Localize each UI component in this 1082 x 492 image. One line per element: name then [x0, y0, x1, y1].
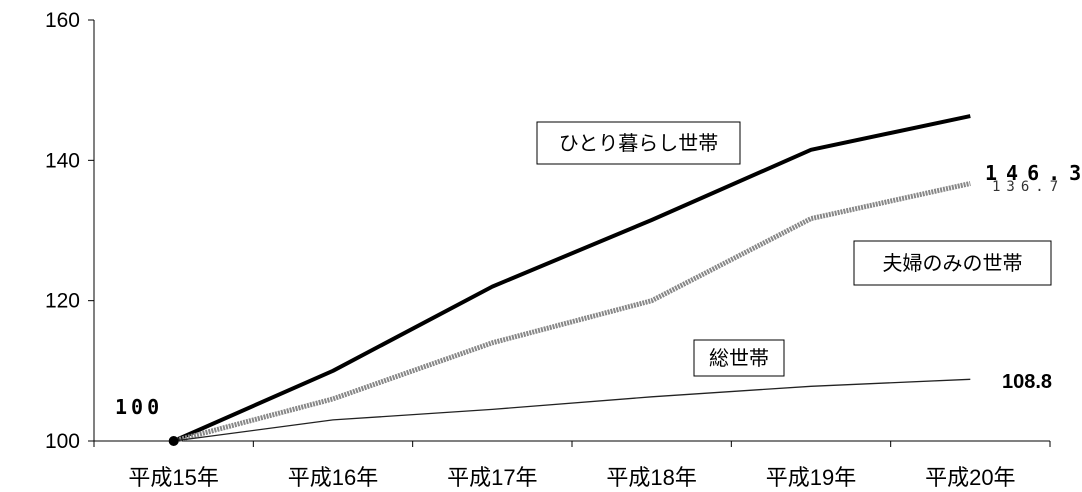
data-label: 100	[115, 395, 163, 419]
data-label: 136.7	[992, 179, 1064, 195]
series-label-box	[536, 121, 741, 165]
y-tick-label: 160	[45, 9, 80, 32]
x-tick-label: 平成20年	[925, 465, 1015, 490]
series-line	[173, 378, 971, 442]
x-tick-label: 平成15年	[128, 465, 218, 490]
y-tick-label: 140	[45, 149, 80, 172]
data-label: 146.3	[985, 161, 1082, 185]
series-label: 夫婦のみの世帯	[883, 252, 1023, 275]
series-label: ひとり暮らし世帯	[559, 132, 718, 155]
series-point	[168, 436, 179, 446]
series-label: 総世帯	[709, 347, 769, 370]
series-line	[173, 181, 971, 444]
series-label-box	[853, 240, 1052, 286]
x-tick-label: 平成17年	[447, 465, 537, 490]
y-tick-label: 120	[45, 290, 80, 313]
series-line	[172, 114, 971, 443]
x-tick-label: 平成16年	[288, 465, 378, 490]
data-label: 108.8	[1002, 371, 1052, 393]
y-ticks: 100 120 140 160	[45, 9, 94, 453]
x-tick-label: 平成18年	[606, 465, 696, 490]
series-lines	[168, 114, 971, 446]
x-tick-label: 平成19年	[766, 465, 856, 490]
series-label-box	[693, 339, 785, 377]
x-ticks: 平成15年 平成16年 平成17年 平成18年 平成19年 平成20年	[93, 441, 1051, 490]
y-tick-label: 100	[45, 430, 80, 453]
